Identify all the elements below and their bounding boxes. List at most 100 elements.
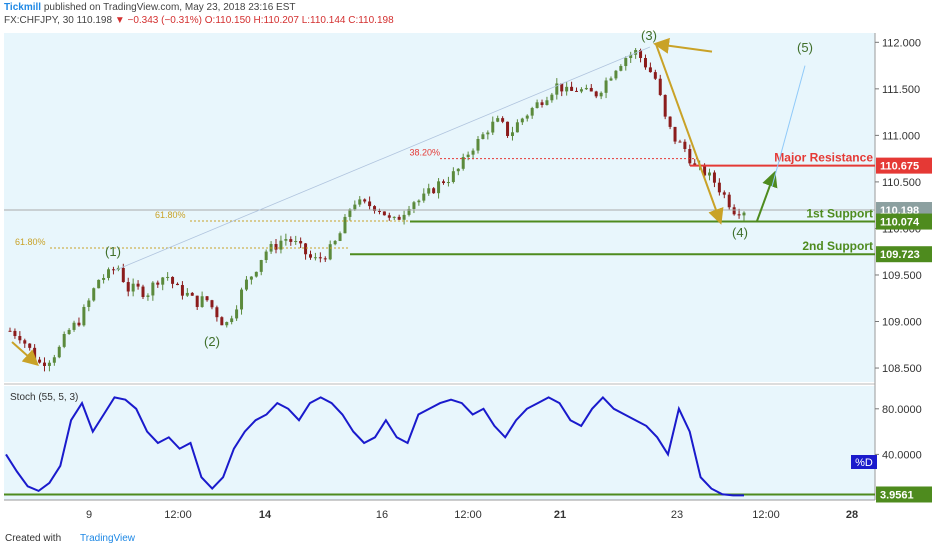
candle-body <box>491 121 495 133</box>
candle-body <box>678 141 682 143</box>
candle-body <box>584 87 588 90</box>
stoch-line <box>5 395 744 497</box>
candle-body <box>126 282 130 292</box>
candle-body <box>111 269 115 271</box>
candle-body <box>476 138 480 151</box>
candle-body <box>28 343 32 348</box>
candle-body <box>23 340 27 344</box>
candle-body <box>13 330 17 337</box>
candle-body <box>466 154 470 158</box>
wave-label: (1) <box>105 244 121 259</box>
candle-body <box>323 258 327 260</box>
candle-body <box>156 282 160 285</box>
candle-body <box>131 283 135 292</box>
candle-body <box>77 322 81 326</box>
candle-body <box>308 254 312 258</box>
candle-body <box>102 277 106 280</box>
price-tick-label: 110.500 <box>882 177 921 189</box>
candle-body <box>200 296 204 307</box>
candle-body <box>264 251 268 261</box>
time-tick-label: 12:00 <box>752 509 780 521</box>
candle-body <box>33 347 37 360</box>
time-tick-label: 14 <box>259 509 272 521</box>
time-tick-label: 23 <box>671 509 683 521</box>
candle-body <box>215 307 219 318</box>
projection-line <box>771 65 806 187</box>
candle-body <box>717 182 721 193</box>
price-tick-label: 109.000 <box>882 317 922 329</box>
price-tick-label: 111.000 <box>882 130 920 142</box>
candle-body <box>427 188 431 194</box>
candle-body <box>510 132 514 136</box>
candle-body <box>220 317 224 326</box>
symbol-line: FX:CHFJPY, 30 110.198 ▼ −0.343 (−0.31%) … <box>4 15 394 26</box>
fib-label: 61.80% <box>15 237 46 247</box>
candle-body <box>402 214 406 220</box>
candle-body <box>432 188 436 194</box>
chart-svg[interactable]: 112.000111.500111.000110.500110.000109.5… <box>0 30 932 526</box>
candle-body <box>737 214 741 216</box>
candle-body <box>230 318 234 323</box>
chart-header: Tickmill published on TradingView.com, M… <box>0 0 932 30</box>
candle-body <box>486 132 490 135</box>
candle-body <box>121 267 125 283</box>
tag-resistance: 110.675 <box>880 161 919 173</box>
tradingview-brand[interactable]: TradingView <box>80 533 136 544</box>
candle-body <box>461 157 465 169</box>
candle-body <box>274 244 278 250</box>
published-text: published on TradingView.com, May 23, 20… <box>43 2 296 13</box>
candle-body <box>742 212 746 216</box>
candle-body <box>338 233 342 241</box>
candle-body <box>171 276 175 284</box>
candle-body <box>185 292 189 296</box>
candle-body <box>732 207 736 215</box>
candle-body <box>515 122 519 133</box>
stoch-series-tag: %D <box>855 457 873 469</box>
candle-body <box>407 208 411 215</box>
trend-line <box>114 46 651 271</box>
fib-label: 38.20% <box>409 148 440 158</box>
candle-body <box>589 87 593 92</box>
stoch-label: Stoch (55, 5, 3) <box>10 392 78 403</box>
wave-label: (5) <box>797 40 813 55</box>
candle-body <box>8 330 12 332</box>
candle-body <box>136 283 140 287</box>
candle-body <box>62 334 66 347</box>
wave-arrow-down <box>655 43 724 225</box>
candle-body <box>412 202 416 209</box>
candle-body <box>299 241 303 244</box>
price-tick-label: 108.500 <box>882 363 922 375</box>
candle-body <box>235 309 239 319</box>
candle-body <box>52 357 56 363</box>
time-tick-label: 12:00 <box>454 509 482 521</box>
candle-body <box>624 57 628 67</box>
candle-body <box>422 193 426 201</box>
candle-body <box>377 210 381 212</box>
wave-label: (4) <box>732 225 748 240</box>
candle-body <box>550 94 554 101</box>
candle-body <box>318 257 322 259</box>
candle-body <box>392 216 396 218</box>
candle-body <box>244 279 248 290</box>
candle-body <box>604 80 608 93</box>
candle-body <box>501 118 505 122</box>
candle-body <box>254 271 258 277</box>
candle-body <box>673 126 677 142</box>
candle-body <box>279 240 283 250</box>
tag-support-1-bg <box>876 213 932 230</box>
candle-body <box>722 192 726 195</box>
candle-body <box>72 322 76 330</box>
candle-body <box>727 194 731 208</box>
candle-body <box>47 362 51 366</box>
chart-footer: Created with TradingView <box>0 526 932 550</box>
wave-label: (2) <box>204 334 220 349</box>
candle-body <box>368 201 372 207</box>
candle-body <box>57 346 61 358</box>
candle-body <box>363 199 367 202</box>
publisher-name[interactable]: Tickmill <box>4 2 42 13</box>
candle-body <box>42 362 46 366</box>
candle-body <box>358 199 362 205</box>
created-with-text: Created with <box>5 533 62 544</box>
candle-body <box>284 239 288 241</box>
candle-body <box>161 277 165 285</box>
